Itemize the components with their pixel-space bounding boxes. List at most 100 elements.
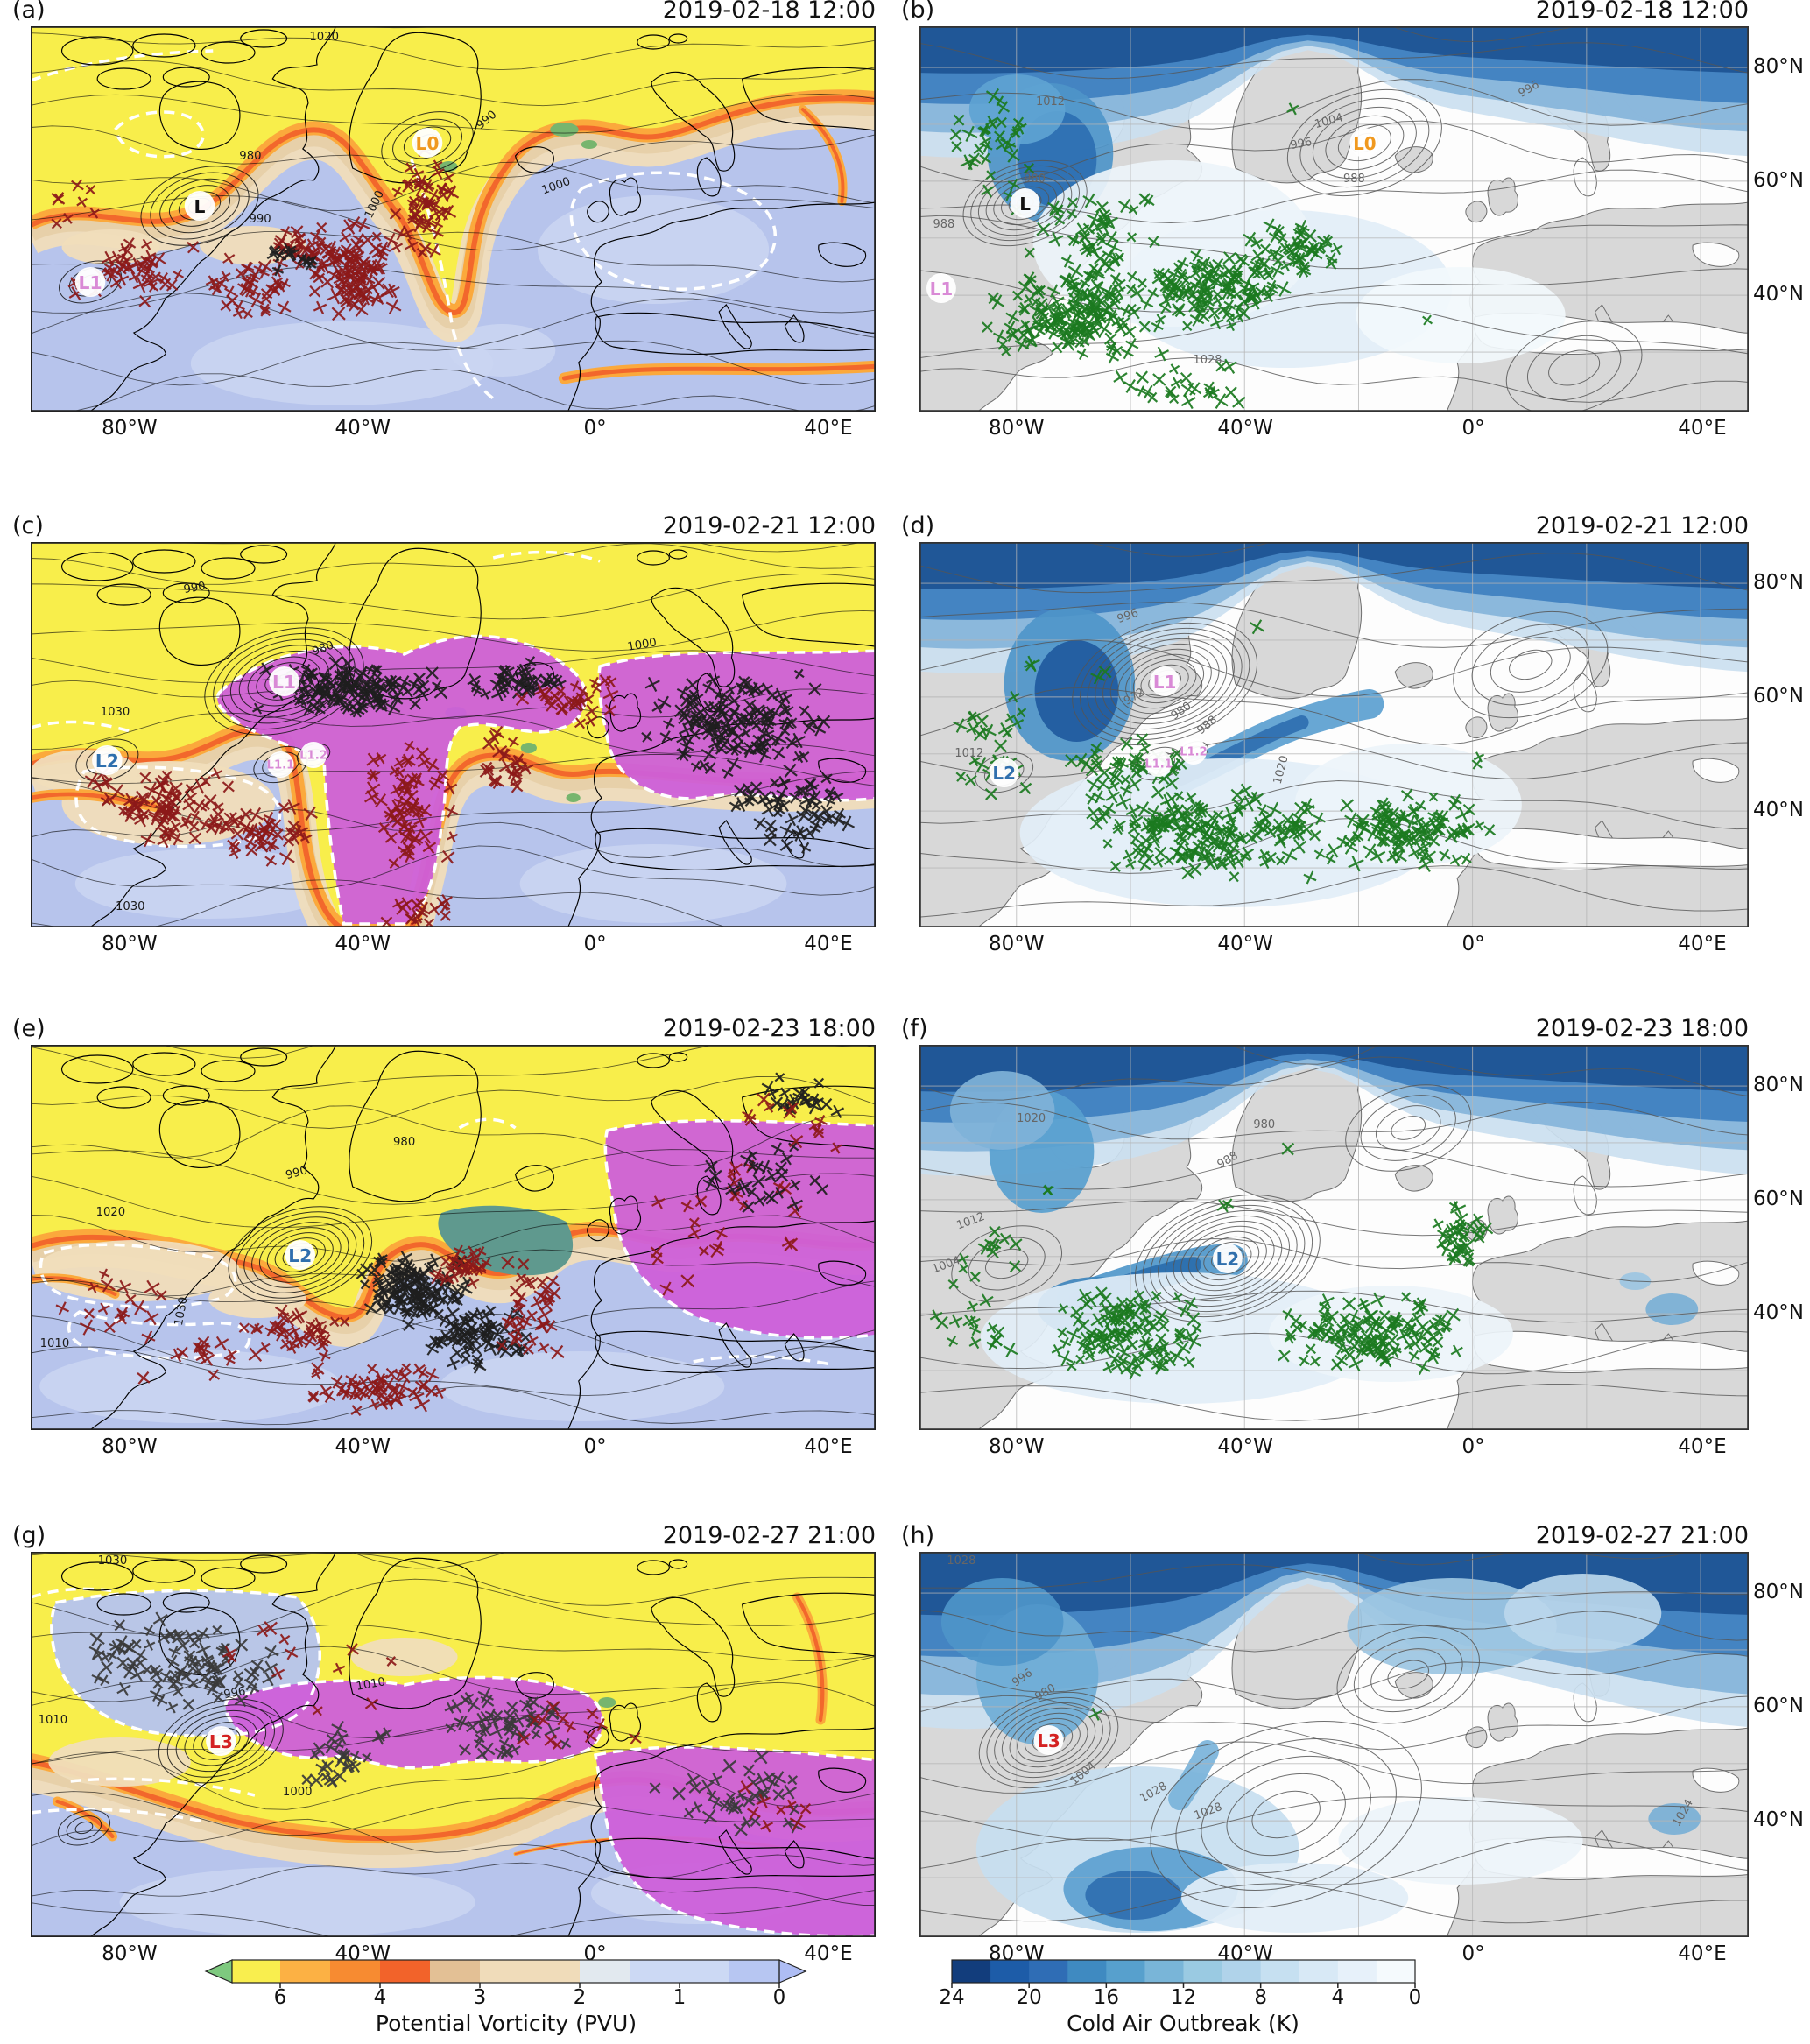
x-marker-black — [796, 808, 811, 823]
x-marker-green — [1024, 247, 1035, 258]
low-pressure-contour — [1079, 622, 1250, 741]
x-marker-black — [272, 249, 287, 263]
x-marker-darkred — [287, 830, 302, 845]
x-marker-darkred — [345, 1643, 360, 1656]
x-marker-black — [364, 664, 377, 675]
x-marker-black — [328, 656, 343, 671]
x-marker-black — [799, 1095, 813, 1108]
x-marker-green — [1157, 1339, 1170, 1352]
lon-tick-80°W: 80°W — [989, 1435, 1045, 1458]
isobar-contour — [919, 1290, 1749, 1323]
x-marker-green — [1046, 284, 1061, 298]
x-marker-darkred — [242, 308, 253, 320]
x-marker-darkred — [225, 1348, 237, 1360]
x-marker-black — [717, 699, 729, 710]
x-marker-gray — [335, 1731, 349, 1744]
x-marker-gray — [754, 1786, 768, 1800]
x-marker-green — [1363, 843, 1378, 859]
island — [96, 67, 151, 90]
x-marker-gray — [151, 1678, 164, 1689]
x-marker-green — [1298, 1354, 1310, 1367]
x-marker-green — [951, 140, 962, 152]
x-marker-black — [315, 682, 327, 694]
contour-label: 1012 — [1036, 95, 1065, 109]
x-marker-green — [1432, 1218, 1444, 1230]
x-marker-black — [349, 702, 365, 718]
x-marker-darkred — [248, 292, 264, 308]
x-marker-green — [1234, 302, 1245, 314]
x-marker-green — [1066, 208, 1078, 220]
x-marker-black — [750, 781, 763, 793]
map-border — [31, 542, 876, 927]
dashed-contour — [569, 171, 778, 292]
sea — [696, 157, 722, 197]
x-marker-black — [662, 717, 675, 730]
x-marker-darkred — [555, 686, 567, 697]
pv-colorbar-tick-6: 6 — [273, 1986, 287, 2009]
x-marker-darkred — [280, 1312, 296, 1327]
x-marker-gray — [511, 1712, 527, 1728]
low-center-badge — [412, 128, 443, 158]
x-marker-green — [1215, 857, 1229, 870]
contour-label: 1020 — [96, 1206, 126, 1219]
x-marker-darkred — [356, 1386, 371, 1401]
low-center-badge — [92, 745, 123, 775]
x-marker-green — [1086, 777, 1102, 793]
x-marker-darkred — [776, 1805, 786, 1815]
x-marker-green — [1168, 363, 1180, 375]
isobar-contour — [919, 1056, 1749, 1101]
x-marker-darkred — [330, 1374, 345, 1389]
coastline — [1394, 662, 1433, 689]
x-marker-green — [1363, 1319, 1378, 1334]
x-marker-green — [1126, 271, 1138, 283]
x-marker-darkred — [329, 1316, 341, 1328]
low-pressure-contour — [1001, 1707, 1096, 1773]
x-marker-black — [393, 1284, 405, 1296]
cao-colorbar-segment — [1029, 1960, 1068, 1983]
sea — [818, 1260, 867, 1286]
x-marker-gray — [743, 1764, 756, 1777]
x-marker-green — [968, 755, 981, 767]
x-marker-green — [1259, 856, 1272, 870]
x-marker-darkred — [436, 1271, 453, 1286]
x-marker-black — [340, 656, 355, 671]
isobar-contour — [31, 1624, 876, 1661]
contour-label: 1020 — [309, 31, 339, 44]
coastline — [88, 26, 337, 412]
x-marker-darkred — [398, 779, 412, 793]
x-marker-black — [480, 1329, 492, 1342]
cao-colorbar-segment — [1067, 1960, 1107, 1983]
low-pressure-contour — [266, 1232, 334, 1278]
x-marker-darkred — [524, 1276, 538, 1290]
x-marker-darkred — [271, 828, 284, 841]
x-marker-darkred — [138, 294, 151, 308]
x-marker-black — [743, 678, 753, 688]
pv-light-patch — [519, 844, 787, 923]
x-marker-green — [1336, 835, 1350, 848]
x-marker-darkred — [432, 1267, 445, 1279]
low-label-L1.2: L1.2 — [1180, 745, 1207, 758]
x-marker-gray — [754, 1773, 771, 1789]
x-marker-green — [1318, 1307, 1332, 1322]
x-marker-gray — [168, 1645, 181, 1658]
lat-tick-40°N: 40°N — [1753, 799, 1804, 822]
x-marker-darkred — [388, 857, 400, 870]
x-marker-darkred — [506, 1315, 518, 1326]
x-marker-darkred — [345, 1373, 360, 1387]
x-marker-green — [1200, 832, 1214, 846]
x-marker-gray — [212, 1676, 226, 1689]
x-marker-green — [1082, 1343, 1098, 1358]
x-marker-green — [969, 1271, 981, 1283]
low-pressure-contour — [228, 1206, 373, 1304]
coastline — [741, 67, 876, 131]
x-marker-green — [1180, 394, 1196, 410]
x-marker-green — [1125, 283, 1137, 295]
x-marker-darkred — [292, 823, 309, 840]
x-marker-darkred — [103, 1322, 116, 1334]
pv-colorbar-tick-3: 3 — [473, 1986, 487, 2009]
isobar-contour — [919, 1101, 1749, 1140]
low-pressure-contour — [1140, 664, 1189, 699]
cao-colorbar-segment — [990, 1960, 1030, 1983]
x-marker-darkred — [537, 1290, 552, 1305]
x-marker-green — [1084, 1350, 1096, 1362]
